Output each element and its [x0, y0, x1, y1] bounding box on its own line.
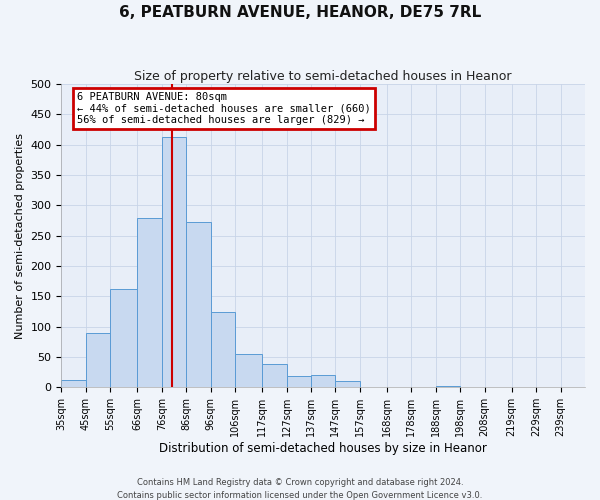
- X-axis label: Distribution of semi-detached houses by size in Heanor: Distribution of semi-detached houses by …: [159, 442, 487, 455]
- Bar: [211, 312, 235, 388]
- Text: Contains HM Land Registry data © Crown copyright and database right 2024.
Contai: Contains HM Land Registry data © Crown c…: [118, 478, 482, 500]
- Bar: [335, 382, 360, 388]
- Bar: [110, 288, 137, 388]
- Bar: [137, 218, 162, 388]
- Bar: [311, 375, 335, 388]
- Bar: [162, 137, 186, 388]
- Bar: [186, 222, 211, 388]
- Bar: [235, 354, 262, 388]
- Text: 6 PEATBURN AVENUE: 80sqm
← 44% of semi-detached houses are smaller (660)
56% of : 6 PEATBURN AVENUE: 80sqm ← 44% of semi-d…: [77, 92, 371, 125]
- Bar: [61, 380, 86, 388]
- Text: 6, PEATBURN AVENUE, HEANOR, DE75 7RL: 6, PEATBURN AVENUE, HEANOR, DE75 7RL: [119, 5, 481, 20]
- Bar: [262, 364, 287, 388]
- Y-axis label: Number of semi-detached properties: Number of semi-detached properties: [15, 133, 25, 339]
- Bar: [436, 386, 460, 388]
- Title: Size of property relative to semi-detached houses in Heanor: Size of property relative to semi-detach…: [134, 70, 512, 83]
- Bar: [86, 333, 110, 388]
- Bar: [287, 376, 311, 388]
